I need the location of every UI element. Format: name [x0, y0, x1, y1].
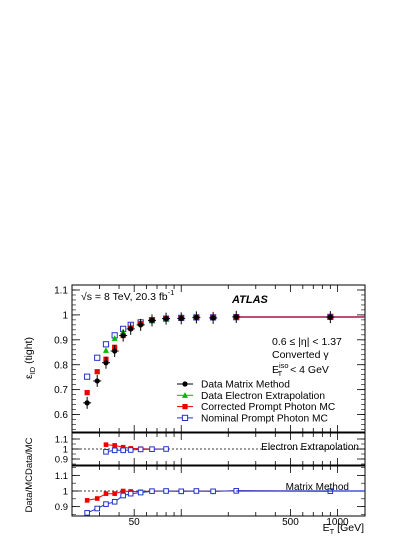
- y-tick-label: 1: [62, 310, 68, 321]
- legend-label: Corrected Prompt Photon MC: [201, 402, 335, 413]
- data-point: [84, 390, 90, 396]
- data-point: [84, 400, 90, 406]
- data-point: [210, 315, 216, 321]
- data-point: [84, 373, 91, 380]
- main-y-ticks: 0.6 0.7 0.8 0.9 1 1.1: [54, 286, 365, 430]
- ratio-mm-marks: [72, 488, 365, 516]
- ratio-ee-y-ticks: 0.911.1: [55, 434, 365, 465]
- legend-label: Nominal Prompt Photon MC: [201, 414, 328, 425]
- ratio-point: [120, 492, 126, 499]
- main-x-ticks: [71, 285, 338, 432]
- y-tick-label: 1.1: [55, 434, 68, 445]
- data-point: [128, 326, 134, 332]
- data-point: [138, 322, 144, 328]
- ratio-mm-label: Matrix Method: [286, 482, 349, 493]
- legend-label: Data Matrix Method: [201, 380, 290, 391]
- data-point: [102, 341, 110, 348]
- y-tick-label: 1: [63, 444, 68, 455]
- data-point: [103, 360, 109, 366]
- legend-marker: [182, 404, 188, 410]
- selection-conversion: Converted γ: [272, 349, 329, 361]
- y-tick-label: 0.9: [55, 502, 68, 513]
- legend-label: Data Electron Extrapolation: [201, 391, 325, 402]
- ratio-point: [103, 442, 109, 447]
- ratio-point: [120, 444, 126, 450]
- ratio-point: [178, 488, 185, 495]
- selection-eta: 0.6 ≤ |η| < 1.37: [272, 336, 342, 348]
- atlas-label: ATLAS: [231, 294, 269, 306]
- series-data-matrix-method: [83, 310, 335, 409]
- y-tick-label: 0.9: [55, 454, 68, 465]
- data-point: [112, 348, 118, 354]
- ratio-point: [149, 488, 155, 494]
- ratio-point: [120, 488, 126, 494]
- selection-isolation: Eiso T < 4 GeV: [272, 361, 329, 378]
- main-y-axis-label: εID (tight): [23, 337, 37, 379]
- y-tick-label: 1.1: [54, 286, 68, 297]
- ratio-panel-electron: 0.911.1 Electron Extrapolation: [55, 432, 366, 466]
- energy-label: √s = 8 TeV, 20.3 fb-1: [81, 288, 174, 303]
- legend-marker: [182, 381, 188, 387]
- data-point: [102, 347, 109, 353]
- y-tick-label: 0.9: [54, 335, 68, 346]
- main-frame: [71, 284, 366, 433]
- ratio-series-nominal-prompt-photon-mc: [103, 446, 169, 455]
- ratio-point: [111, 447, 118, 454]
- x-tick-labels: 50 500 1000: [129, 517, 349, 528]
- y-tick-label: 1.1: [55, 471, 68, 482]
- data-point: [327, 314, 333, 320]
- legend-marker: [182, 392, 188, 398]
- ratio-point: [193, 488, 200, 494]
- y-tick-label: 0.7: [54, 385, 68, 396]
- ratio-ee-label: Electron Extrapolation: [261, 442, 359, 453]
- ratio-point: [210, 488, 216, 495]
- ratio-point: [84, 510, 90, 516]
- data-point: [94, 354, 101, 361]
- ratio-point: [84, 498, 90, 503]
- main-panel: 0.6 0.7 0.8 0.9 1 1.1 √s = 8 TeV, 20.3 fb-1 A…: [23, 284, 366, 433]
- ratio-point: [127, 490, 134, 497]
- ratio-point: [94, 496, 100, 501]
- data-point: [163, 316, 169, 322]
- data-point: [178, 315, 184, 321]
- ratio-ee-marks: [72, 442, 365, 455]
- data-point: [94, 369, 100, 375]
- ratio-point: [103, 449, 109, 455]
- data-point: [94, 378, 100, 384]
- data-point: [120, 332, 126, 339]
- y-tick-label: 0.6: [54, 410, 68, 421]
- ratio-point: [112, 491, 117, 496]
- ratio-panel-matrix: 0.9 1 1.1 Matrix Method: [55, 465, 366, 517]
- data-point: [149, 317, 155, 323]
- y-tick-label: 0.8: [54, 360, 68, 371]
- y-tick-label: 1: [63, 486, 68, 497]
- ratio-point: [111, 498, 118, 505]
- data-point: [233, 314, 239, 320]
- ratio-point: [120, 447, 126, 454]
- ratio-point: [163, 488, 169, 494]
- ratio-ee-x-ticks: [71, 433, 338, 465]
- ratio-point: [103, 501, 109, 507]
- x-axis-label: ET [GeV]: [323, 522, 364, 536]
- x-tick-label: 50: [129, 517, 141, 528]
- ratio-point: [137, 489, 144, 496]
- ratio-point: [137, 446, 144, 453]
- ratio-mm-x-ticks: [71, 466, 338, 516]
- main-marks: [83, 310, 365, 409]
- x-tick-label: 1000: [326, 517, 349, 528]
- x-tick-label: 500: [282, 517, 299, 528]
- ratio-point: [103, 491, 109, 496]
- ratio-point: [94, 505, 101, 512]
- ratio-point: [127, 447, 134, 453]
- data-point: [111, 335, 118, 341]
- legend-marker: [181, 414, 189, 421]
- ratio-point: [149, 446, 155, 452]
- data-point: [193, 314, 199, 320]
- ratio-point: [163, 446, 169, 452]
- ratio-point: [112, 443, 117, 448]
- ratio-y-axis-label: Data/MCData/MC: [24, 437, 35, 512]
